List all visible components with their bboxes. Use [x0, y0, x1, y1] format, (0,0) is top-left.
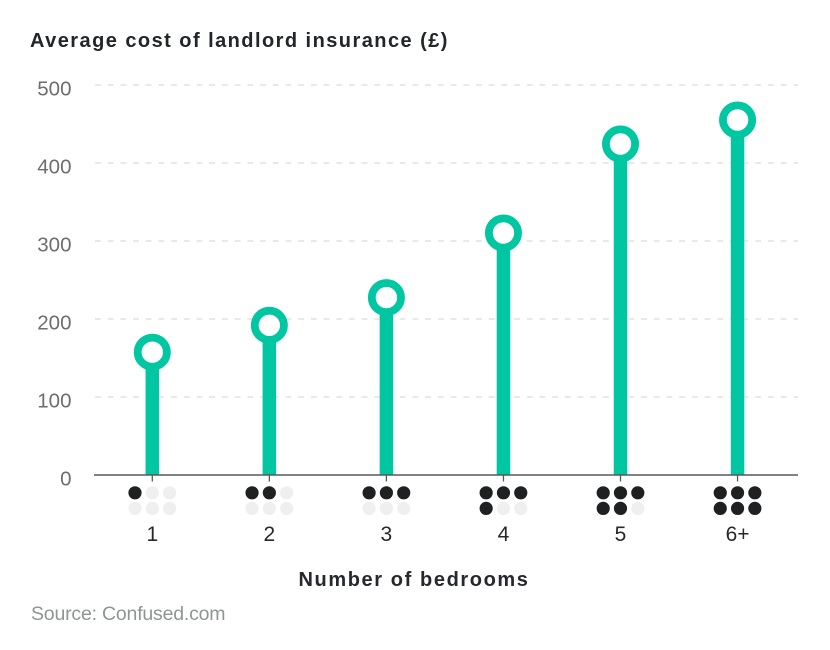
svg-text:200: 200	[37, 312, 71, 335]
svg-text:3: 3	[381, 523, 393, 546]
svg-text:500: 500	[37, 78, 71, 101]
svg-text:1: 1	[146, 523, 158, 546]
svg-text:300: 300	[37, 234, 71, 257]
svg-text:400: 400	[37, 156, 71, 179]
svg-text:Source: Confused.com: Source: Confused.com	[31, 603, 225, 625]
svg-text:2: 2	[264, 523, 276, 546]
svg-text:100: 100	[37, 390, 71, 413]
svg-text:4: 4	[498, 523, 510, 546]
svg-text:Number of bedrooms: Number of bedrooms	[298, 569, 529, 591]
svg-text:Average cost of landlord insur: Average cost of landlord insurance (£)	[30, 30, 449, 52]
svg-text:6+: 6+	[726, 523, 750, 546]
svg-text:5: 5	[615, 523, 627, 546]
svg-text:0: 0	[60, 468, 71, 491]
